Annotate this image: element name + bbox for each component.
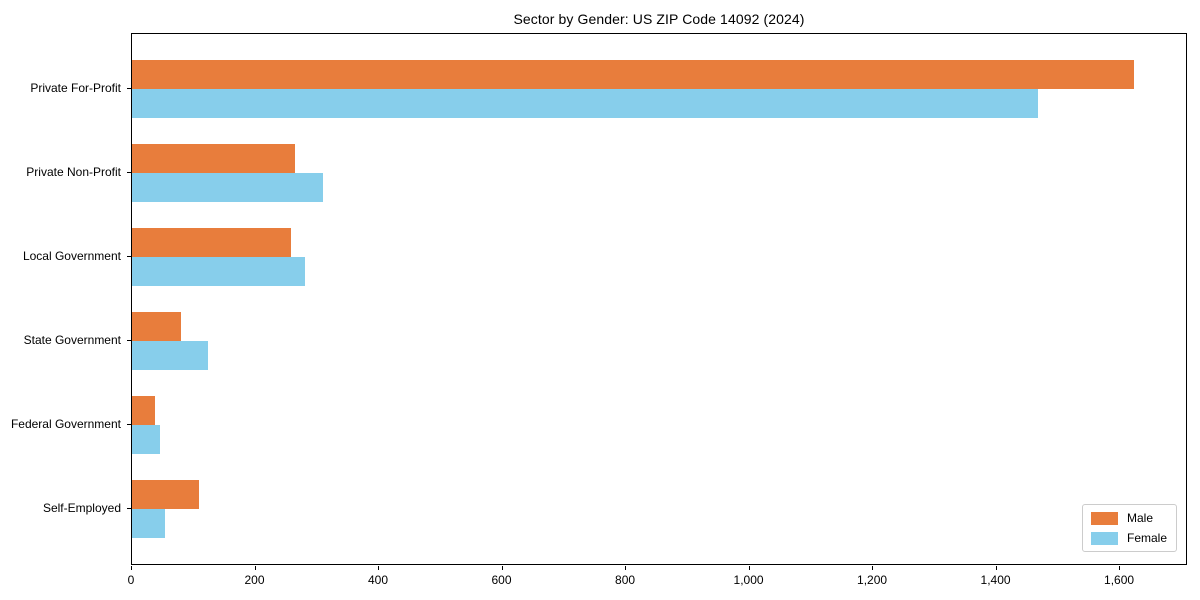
x-axis-label: 1,200 (857, 573, 888, 587)
bar-female-private-for-profit (132, 89, 1039, 118)
x-axis-label: 800 (615, 573, 636, 587)
x-tick-mark (995, 566, 997, 570)
bar-male-federal-government (132, 396, 156, 425)
legend-item-male: Male (1090, 511, 1167, 525)
x-axis-label: 600 (491, 573, 512, 587)
bar-male-local-government (132, 228, 292, 257)
bar-female-local-government (132, 257, 306, 286)
legend-label: Male (1126, 511, 1153, 525)
bar-female-self-employed (132, 509, 165, 538)
x-tick-mark (625, 566, 627, 570)
y-axis-label-federal-government: Federal Government (10, 417, 121, 431)
bar-female-federal-government (132, 425, 161, 454)
x-axis-label: 0 (127, 573, 135, 587)
x-tick-mark (872, 566, 874, 570)
legend: Male Female (1081, 504, 1177, 552)
bar-male-private-for-profit (132, 60, 1134, 89)
y-tick-mark (127, 340, 131, 341)
x-axis: 0 200 400 600 800 1,000 1,200 1,400 1,600 (127, 566, 1187, 596)
legend-swatch-female (1090, 531, 1118, 545)
y-tick-mark (127, 508, 131, 509)
legend-label: Female (1126, 531, 1167, 545)
y-tick-mark (127, 424, 131, 425)
x-axis-label: 200 (244, 573, 265, 587)
bar-male-self-employed (132, 480, 200, 509)
bar-female-state-government (132, 341, 208, 370)
y-tick-mark (127, 172, 131, 173)
y-axis-label-state-government: State Government (23, 333, 121, 347)
bar-female-private-non-profit (132, 173, 324, 202)
plot-area: Male Female (131, 33, 1187, 565)
y-axis: Private For-Profit Private Non-Profit Loca… (0, 33, 131, 565)
y-axis-label-private-for-profit: Private For-Profit (30, 81, 121, 95)
y-axis-label-local-government: Local Government (22, 249, 121, 263)
x-tick-mark (1119, 566, 1121, 570)
x-axis-label: 1,400 (980, 573, 1011, 587)
x-axis-label: 1,000 (733, 573, 764, 587)
x-axis-label: 400 (368, 573, 389, 587)
x-tick-mark (131, 566, 132, 570)
bar-male-state-government (132, 312, 181, 341)
bar-male-private-non-profit (132, 144, 296, 173)
y-axis-label-private-non-profit: Private Non-Profit (26, 165, 121, 179)
y-tick-mark (127, 88, 131, 89)
y-tick-mark (127, 256, 131, 257)
x-tick-mark (501, 566, 503, 570)
x-tick-mark (378, 566, 380, 570)
x-axis-label: 1,600 (1104, 573, 1135, 587)
x-tick-mark (748, 566, 750, 570)
x-tick-mark (254, 566, 256, 570)
y-axis-label-self-employed: Self-Employed (42, 501, 121, 515)
legend-item-female: Female (1090, 531, 1167, 545)
chart-title: Sector by Gender: US ZIP Code 14092 (202… (513, 11, 805, 27)
legend-swatch-male (1090, 511, 1118, 525)
